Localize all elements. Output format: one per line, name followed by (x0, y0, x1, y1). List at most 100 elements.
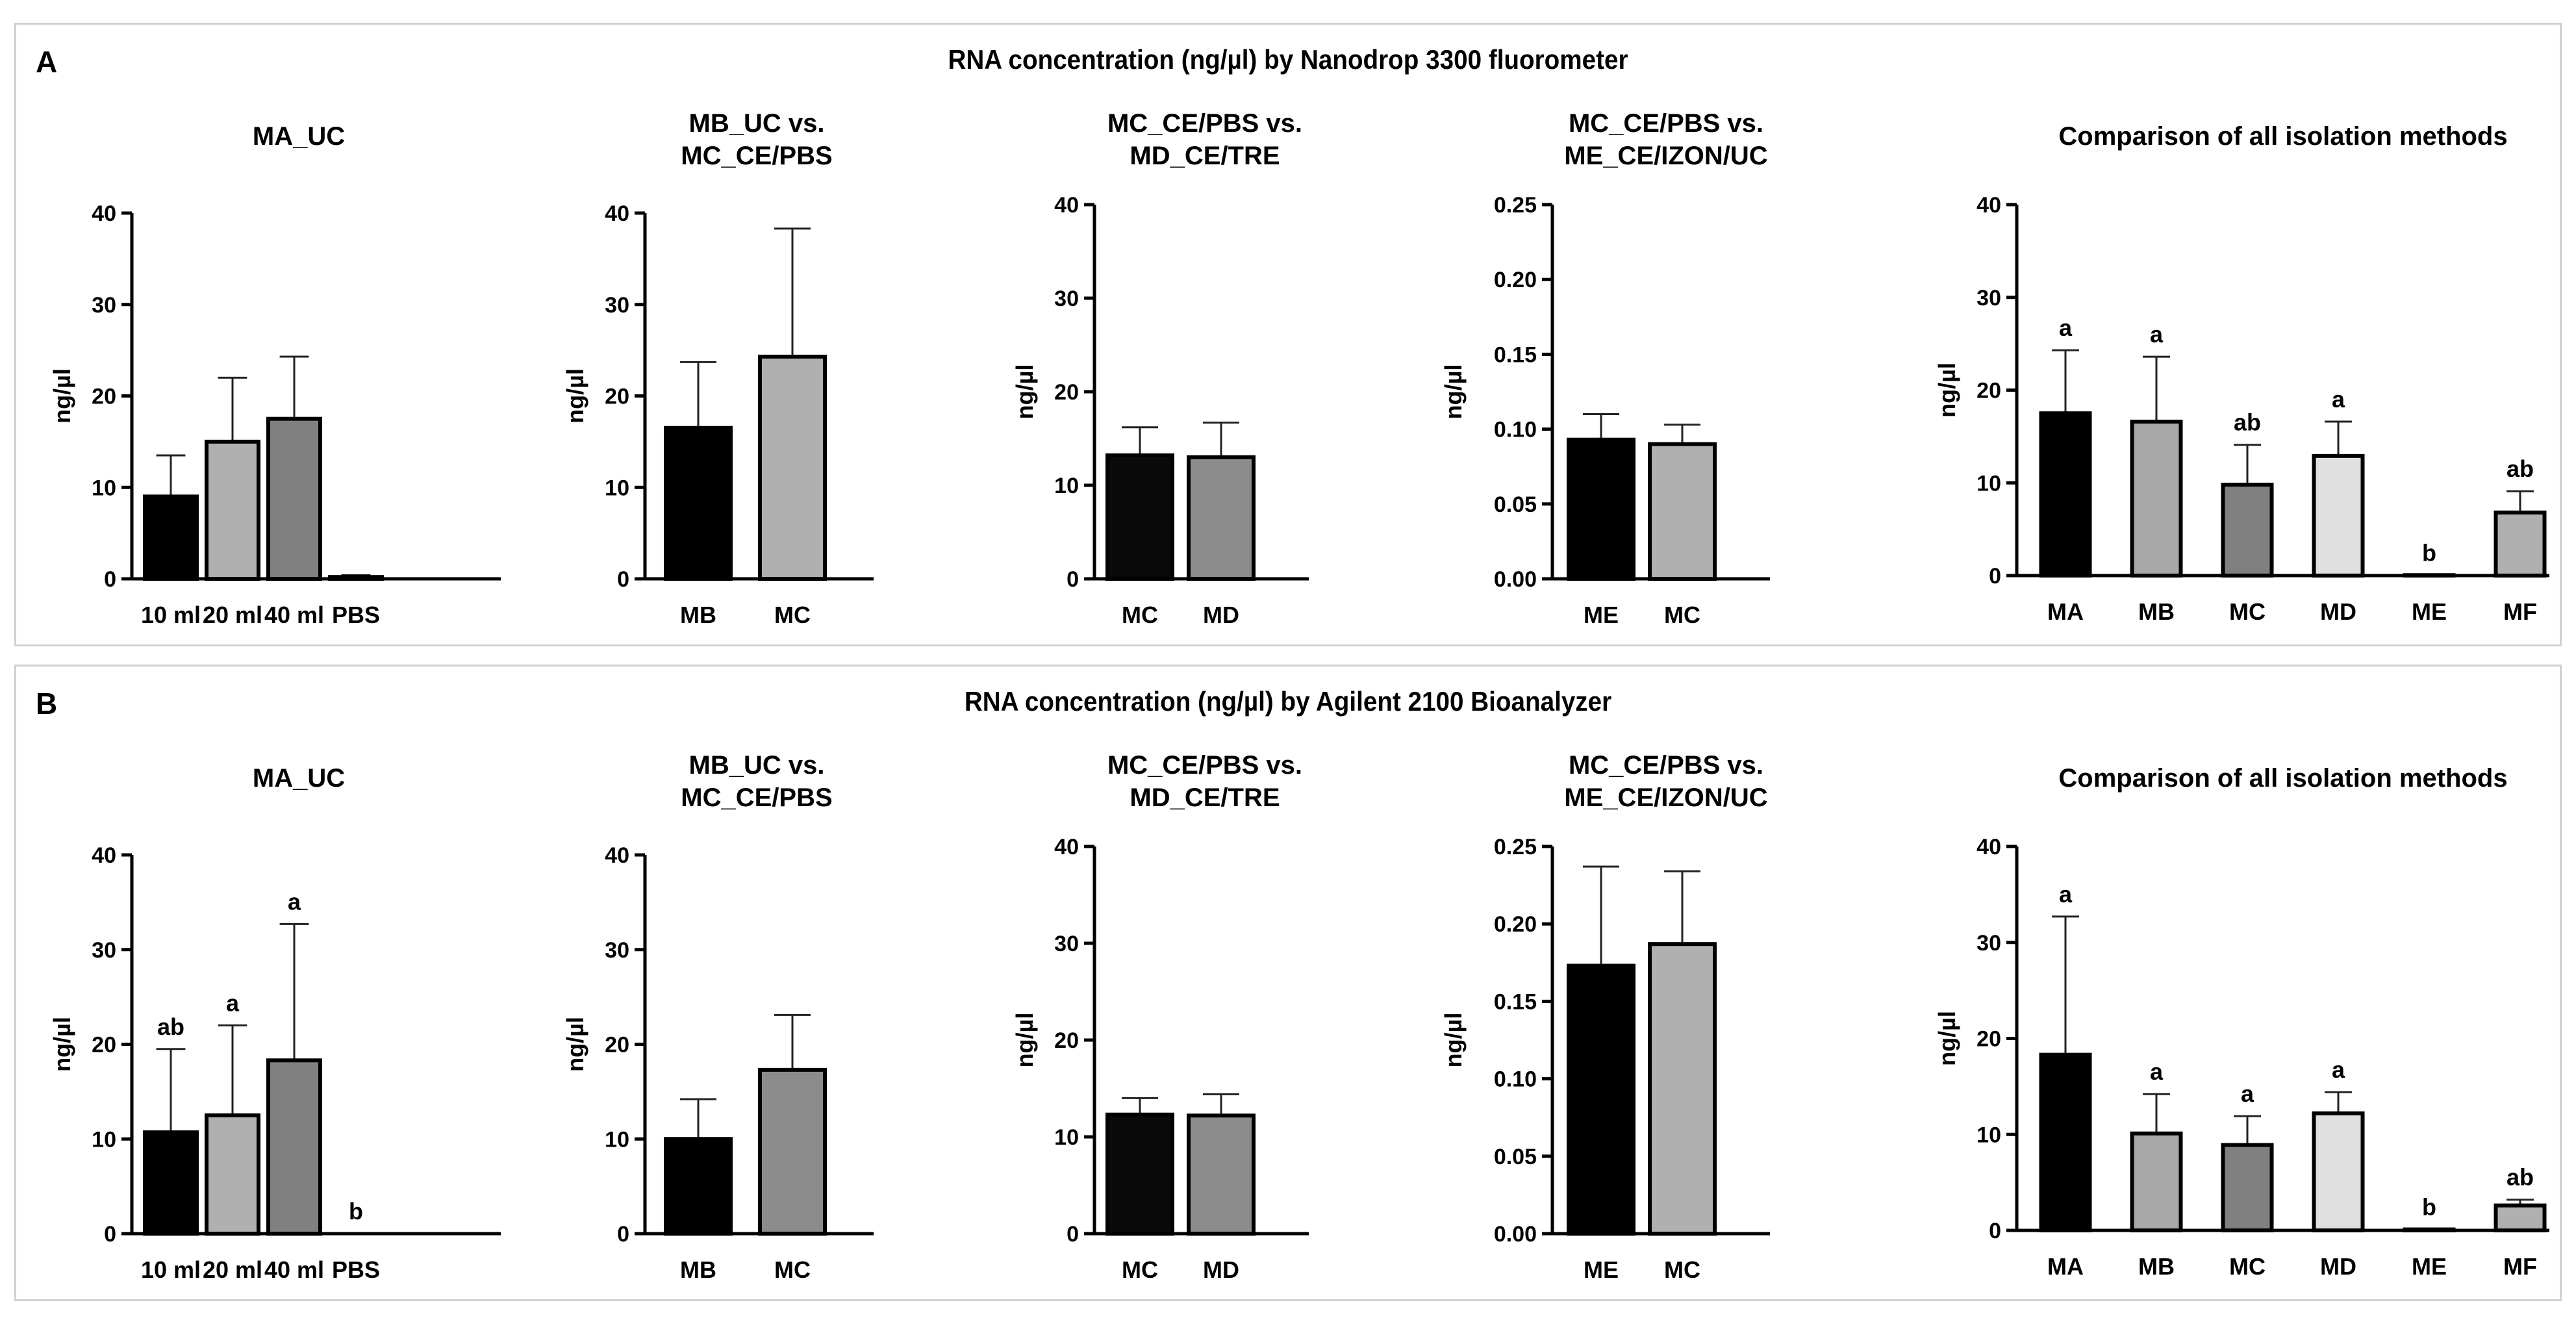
bar (2221, 1143, 2274, 1232)
x-tick-label: 10 ml (141, 1256, 201, 1283)
bar (2312, 453, 2365, 578)
bar (2494, 510, 2547, 578)
y-tick-label: 20 (92, 1033, 116, 1058)
y-tick-label: 40 (1054, 835, 1079, 859)
panel-letter: A (36, 45, 58, 79)
y-tick-label: 30 (92, 938, 116, 963)
x-tick-label: 20 ml (203, 1256, 262, 1283)
bar (1567, 437, 1635, 581)
y-tick-label: 0 (104, 567, 116, 592)
y-tick-label: 0.10 (1494, 1067, 1537, 1092)
panel-b: B RNA concentration (ng/µl) by Agilent 2… (14, 665, 2562, 1301)
bar (1567, 963, 1635, 1236)
x-tick-label: MB (680, 1256, 716, 1283)
y-tick-label: 0 (617, 1222, 629, 1247)
bar (664, 426, 733, 581)
panel-a-charts: MA_UC 0 10 20 30 40 ng/µl 10 ml 20 ml 40 ml PBS MB_… (49, 109, 2549, 628)
bar-chart-1: MA_UC 0 10 20 30 40 ng/µl 10 ml 20 ml 40 ml PBS (49, 122, 501, 628)
y-tick-label: 0.15 (1494, 989, 1537, 1014)
bar (1648, 942, 1717, 1236)
chart-title: MC_CE/PBS vs. (1569, 751, 1763, 780)
significance-label: a (2241, 1080, 2254, 1107)
y-tick-label: 10 (605, 1127, 629, 1152)
bar-chart-5: Comparison of all isolation methods 0 10 20… (1934, 764, 2549, 1280)
x-tick-label: MB (680, 602, 716, 628)
y-tick-label: 10 (92, 476, 116, 500)
x-tick-label: MC (774, 1256, 811, 1283)
bar (2130, 1131, 2183, 1233)
panel-title: RNA concentration (ng/µl) by Agilent 210… (964, 686, 1612, 717)
significance-label: ab (2507, 1164, 2534, 1191)
y-tick-label: 0 (1067, 1222, 1079, 1247)
y-tick-label: 0.20 (1494, 912, 1537, 937)
chart-title: MC_CE/PBS vs. (1107, 751, 1302, 780)
y-tick-label: 30 (92, 293, 116, 318)
y-tick-label: 40 (92, 843, 116, 868)
y-tick-label: 20 (92, 385, 116, 409)
x-tick-label: MC (1664, 1256, 1700, 1283)
x-tick-label: MD (2320, 1253, 2356, 1280)
bar (2494, 1203, 2547, 1233)
y-tick-label: 40 (1976, 835, 2001, 859)
bar-chart-1: MA_UC 0 10 20 30 40 ng/µl 10 ml ab 20 ml a 40 ml a PB… (49, 764, 501, 1283)
x-tick-label: PBS (332, 1256, 380, 1283)
y-tick-label: 0.00 (1494, 1222, 1537, 1247)
y-axis-label: ng/µl (1934, 1011, 1960, 1066)
chart-title: MC_CE/PBS (681, 142, 832, 170)
bar-chart-2: MB_UC vs. MC_CE/PBS 0 10 20 30 40 ng/µl MB MC (562, 751, 874, 1283)
x-tick-label: 40 ml (264, 1256, 324, 1283)
y-tick-label: 0 (104, 1222, 116, 1247)
bar (2130, 420, 2183, 578)
y-tick-label: 10 (1976, 471, 2001, 496)
y-tick-label: 10 (92, 1127, 116, 1152)
x-tick-label: MC (1664, 602, 1700, 628)
significance-label: a (2332, 386, 2345, 413)
panel-title: RNA concentration (ng/µl) by Nanodrop 33… (948, 44, 1628, 75)
x-tick-label: ME (2412, 598, 2447, 625)
x-tick-label: MC (2229, 598, 2266, 625)
significance-label: ab (157, 1013, 184, 1040)
x-tick-label: PBS (332, 602, 380, 628)
y-tick-label: 30 (1976, 286, 2001, 311)
y-tick-label: 30 (605, 938, 629, 963)
y-tick-label: 40 (1976, 193, 2001, 218)
significance-label: a (2059, 314, 2073, 341)
chart-title: MD_CE/TRE (1130, 783, 1280, 812)
chart-title: ME_CE/IZON/UC (1564, 783, 1767, 812)
y-tick-label: 20 (1054, 380, 1079, 405)
chart-title: MD_CE/TRE (1130, 142, 1280, 170)
x-tick-label: ME (1584, 602, 1619, 628)
x-tick-label: MD (1203, 1256, 1239, 1283)
x-tick-label: MD (2320, 598, 2356, 625)
bar-chart-2: MB_UC vs. MC_CE/PBS 0 10 20 30 40 ng/µl MB MC (562, 109, 874, 628)
x-tick-label: MC (1122, 1256, 1158, 1283)
bar (2039, 1052, 2092, 1232)
x-tick-label: MC (2229, 1253, 2266, 1280)
significance-label: a (2150, 321, 2164, 348)
significance-label: a (2059, 881, 2073, 908)
y-tick-label: 0 (1067, 567, 1079, 592)
bar (1187, 1113, 1256, 1236)
bar-chart-4: MC_CE/PBS vs. ME_CE/IZON/UC 0.00 0.05 0.10 0.… (1440, 751, 1770, 1283)
significance-label: b (349, 1198, 363, 1225)
x-tick-label: MB (2138, 598, 2175, 625)
panel-a: A RNA concentration (ng/µl) by Nanodrop … (14, 23, 2562, 646)
y-tick-label: 0.10 (1494, 418, 1537, 442)
chart-title: MA_UC (253, 122, 345, 151)
x-tick-label: MA (2047, 598, 2084, 625)
x-tick-label: MA (2047, 1253, 2084, 1280)
chart-title: Comparison of all isolation methods (2058, 122, 2507, 151)
bar (205, 439, 260, 581)
y-tick-label: 10 (1054, 1125, 1079, 1150)
y-tick-label: 10 (1976, 1123, 2001, 1147)
bar-chart-5: Comparison of all isolation methods 0 10 20… (1934, 122, 2549, 625)
bar (1105, 1112, 1174, 1236)
y-tick-label: 0.25 (1494, 193, 1537, 218)
y-axis-label: ng/µl (1934, 362, 1960, 418)
y-tick-label: 20 (1976, 1027, 2001, 1052)
significance-label: a (288, 888, 301, 915)
y-tick-label: 30 (1054, 286, 1079, 311)
bar-chart-4: MC_CE/PBS vs. ME_CE/IZON/UC 0.00 0.05 0.10 0.… (1440, 109, 1770, 628)
significance-label: ab (2507, 455, 2534, 482)
y-tick-label: 0.05 (1494, 492, 1537, 517)
